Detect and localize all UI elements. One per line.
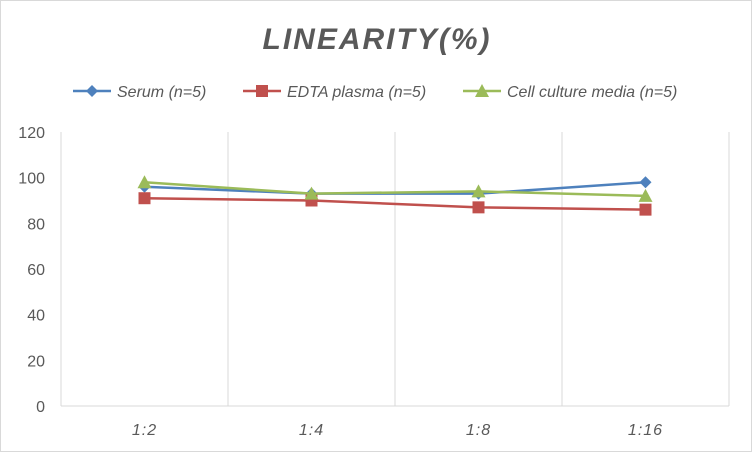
y-tick-label: 0 <box>36 399 45 416</box>
y-axis-ticks: 0 20 40 60 80 100 120 <box>18 125 45 416</box>
x-tick-label: 1:16 <box>628 422 663 439</box>
legend-marker <box>256 85 268 97</box>
y-tick-label: 60 <box>27 262 45 279</box>
legend-label: EDTA plasma (n=5) <box>287 84 426 101</box>
series-line <box>144 196 646 211</box>
data-point <box>138 192 151 205</box>
legend-entry: EDTA plasma (n=5) <box>243 84 426 101</box>
legend-entry: Cell culture media (n=5) <box>463 84 677 101</box>
chart-title: LINEARITY(%) <box>263 23 492 56</box>
legend-marker <box>475 84 489 97</box>
vertical-gridlines <box>60 132 730 406</box>
y-tick-label: 100 <box>18 171 45 188</box>
series-line <box>144 180 646 198</box>
x-axis-ticks: 1:2 1:4 1:8 1:16 <box>132 422 663 439</box>
data-point <box>471 184 486 198</box>
legend-label: Cell culture media (n=5) <box>507 84 677 101</box>
y-tick-label: 40 <box>27 308 45 325</box>
legend-marker <box>86 85 98 97</box>
x-tick-label: 1:8 <box>466 422 491 439</box>
legend-label: Serum (n=5) <box>117 84 206 101</box>
series-3 <box>137 175 653 202</box>
data-point <box>472 201 485 214</box>
data-point <box>304 186 319 200</box>
series-group <box>137 175 653 216</box>
data-point <box>137 175 152 189</box>
y-tick-label: 20 <box>27 353 45 370</box>
x-tick-label: 1:4 <box>299 422 324 439</box>
series-2 <box>138 192 652 216</box>
y-tick-label: 80 <box>27 216 45 233</box>
legend-entry: Serum (n=5) <box>73 84 206 101</box>
data-point <box>639 176 652 189</box>
legend: Serum (n=5) EDTA plasma (n=5) Cell culture… <box>73 84 677 101</box>
data-point <box>639 203 652 216</box>
x-tick-label: 1:2 <box>132 422 157 439</box>
y-tick-label: 120 <box>18 125 45 142</box>
data-point <box>638 188 653 202</box>
